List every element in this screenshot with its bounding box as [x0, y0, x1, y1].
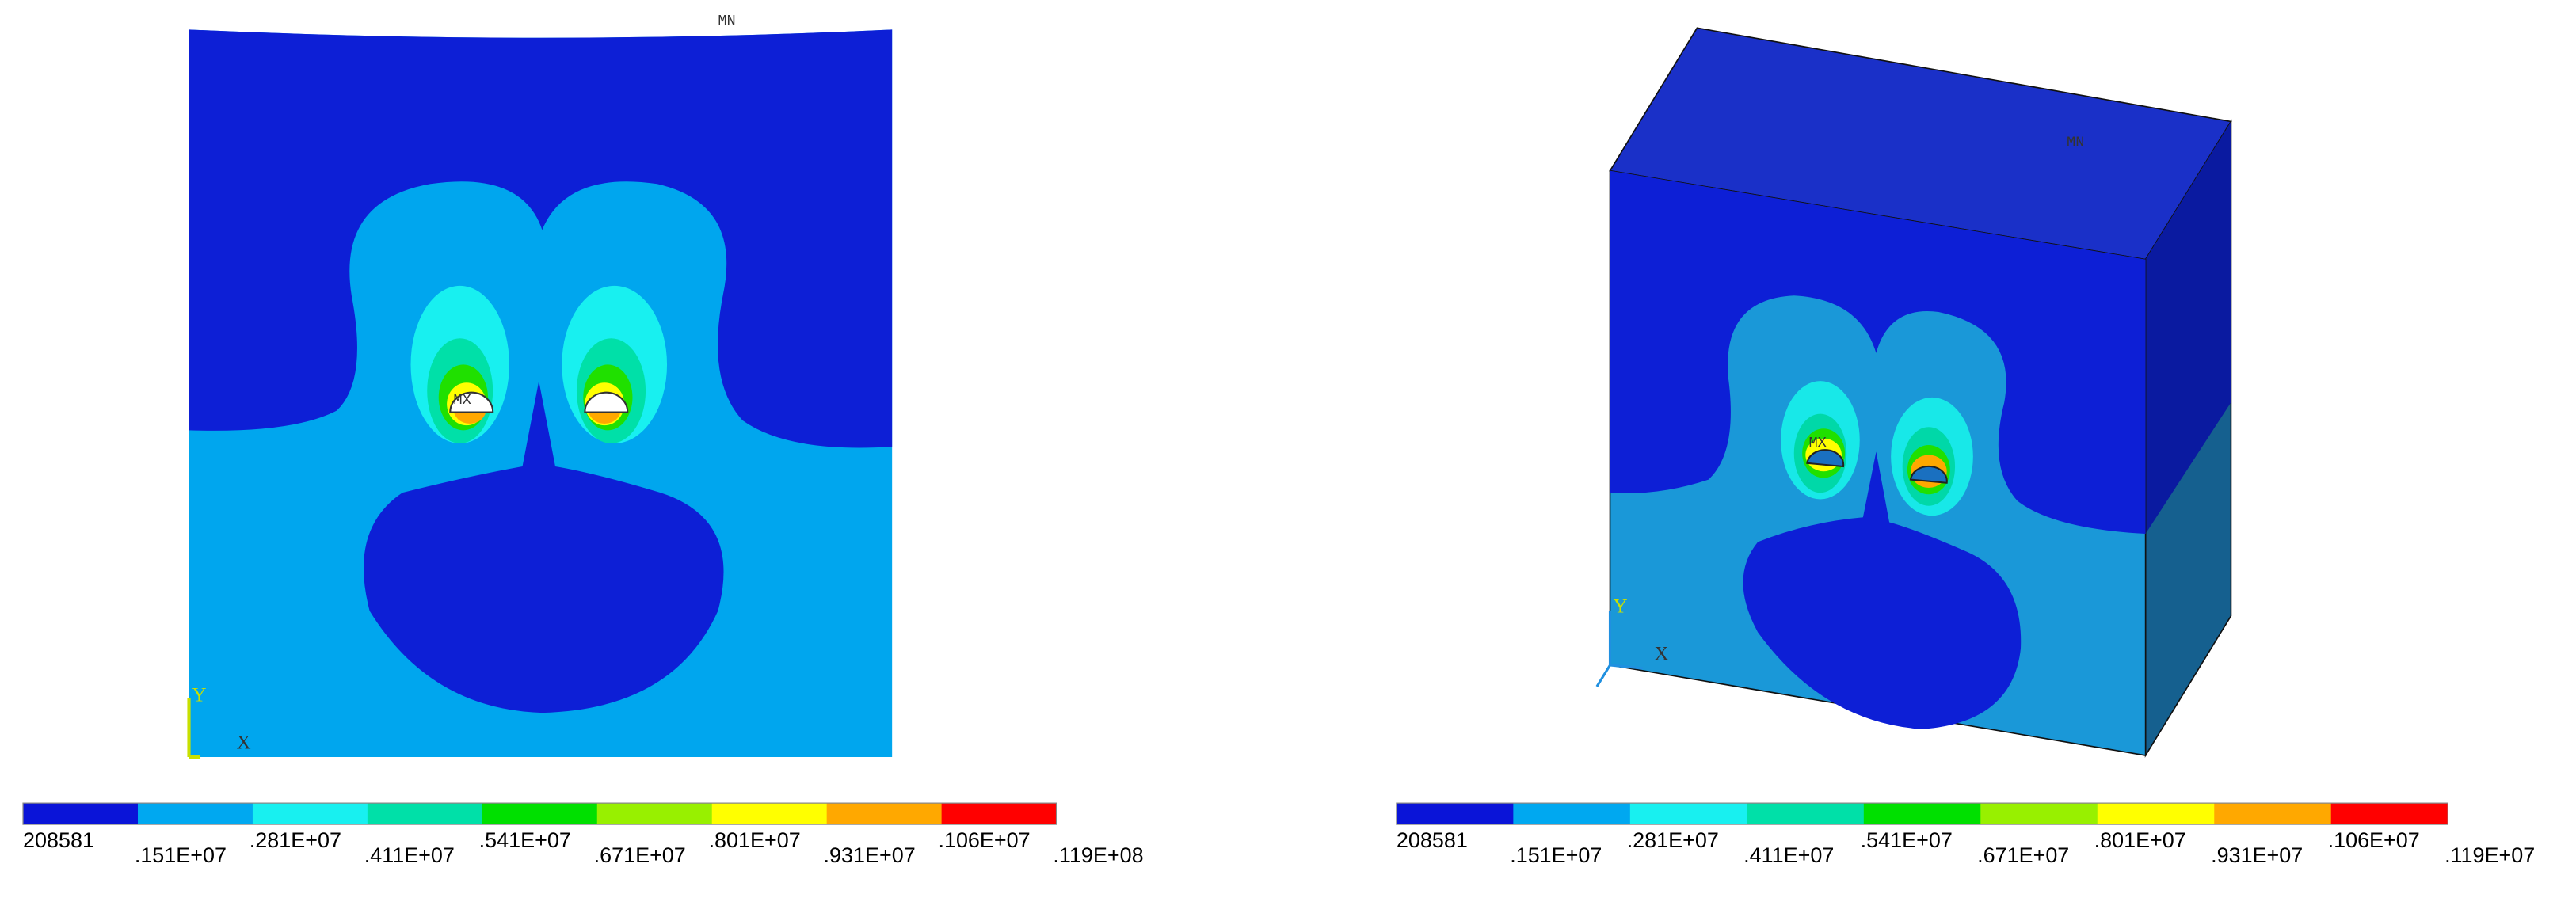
legend-label: .801E+07: [2094, 828, 2186, 852]
max-label: MX: [1808, 434, 1826, 451]
legends: 208581 .151E+07 .281E+07 .411E+07 .541E+07 .6…: [22, 802, 2535, 867]
legend-swatch: [2214, 803, 2332, 825]
legend-label: .671E+07: [594, 843, 686, 867]
legend-swatch: [826, 803, 943, 825]
legend-label: .801E+07: [709, 828, 801, 852]
legend-label: .106E+07: [2328, 828, 2420, 852]
legend-label: .931E+07: [2211, 843, 2303, 867]
legend-swatch: [2097, 803, 2215, 825]
legend-label: .281E+07: [1627, 828, 1719, 852]
legend-label: .119E+07: [2445, 843, 2535, 867]
min-label: MN: [2067, 134, 2084, 151]
legend-swatch: [1629, 803, 1747, 825]
legend-swatch: [252, 803, 368, 825]
legend-swatch: [1863, 803, 1981, 825]
legend-label: .281E+07: [250, 828, 341, 852]
legend-label: .931E+07: [824, 843, 916, 867]
legend-label: 208581: [23, 828, 94, 852]
legend-swatch: [1747, 803, 1865, 825]
legend-swatch: [367, 803, 483, 825]
legend-label: .541E+07: [479, 828, 571, 852]
legend-swatch: [711, 803, 828, 825]
legend-swatch: [482, 803, 598, 825]
legend-frame: [22, 802, 1057, 825]
legend-swatch: [596, 803, 713, 825]
legend-label: .411E+07: [1743, 843, 1834, 867]
legend-swatch: [1396, 803, 1514, 825]
contour-plot-3d: MN MX Y X: [1595, 27, 2232, 758]
legend-label: 208581: [1397, 828, 1468, 852]
min-label: MN: [718, 12, 735, 29]
legend-frame: [1396, 802, 2448, 825]
legend-label: .411E+07: [364, 843, 455, 867]
legend-label: .119E+08: [1053, 843, 1143, 867]
legend-label: .671E+07: [1977, 843, 2069, 867]
x-axis-label: X: [1654, 644, 1668, 665]
legend-label: .106E+07: [938, 828, 1030, 852]
contour-plot-2d: MN MX Y X: [187, 12, 893, 759]
x-axis-label: X: [237, 732, 251, 754]
legend-label: .541E+07: [1861, 828, 1953, 852]
y-axis-label: Y: [1614, 596, 1628, 618]
legend-swatch: [941, 803, 1057, 825]
legend-swatch: [1980, 803, 2098, 825]
legend-label: .151E+07: [1510, 843, 1602, 867]
legend-swatch: [23, 803, 139, 825]
legend-swatch: [1513, 803, 1631, 825]
legend-swatch: [137, 803, 253, 825]
max-label: MX: [453, 391, 471, 409]
y-axis-label: Y: [192, 685, 207, 706]
legend-label: .151E+07: [135, 843, 227, 867]
legend-swatch: [2330, 803, 2448, 825]
